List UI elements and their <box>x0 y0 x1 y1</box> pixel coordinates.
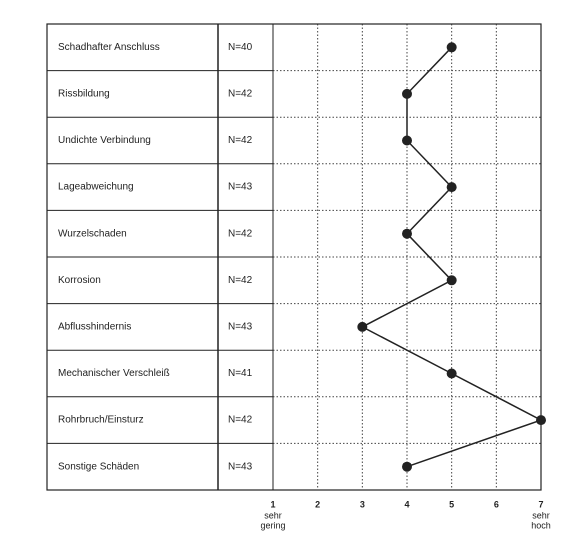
anchor-label: sehr <box>532 510 550 520</box>
category-label: Wurzelschaden <box>58 228 127 239</box>
x-tick-label: 1 <box>270 499 275 509</box>
data-point <box>446 368 457 379</box>
n-label: N=43 <box>228 182 253 193</box>
data-point <box>446 42 457 53</box>
x-tick-label: 7 <box>538 499 543 509</box>
category-label: Mechanischer Verschleiß <box>58 368 170 379</box>
anchor-label: sehr <box>264 510 282 520</box>
n-label: N=42 <box>228 135 253 146</box>
x-tick-label: 5 <box>449 499 454 509</box>
x-tick-label: 6 <box>494 499 499 509</box>
n-label: N=42 <box>228 89 253 100</box>
category-label: Korrosion <box>58 275 101 286</box>
n-label: N=43 <box>228 461 253 472</box>
n-label: N=40 <box>228 42 253 53</box>
data-point <box>446 182 457 193</box>
n-label: N=42 <box>228 275 253 286</box>
anchor-label: hoch <box>531 520 551 530</box>
x-tick-label: 2 <box>315 499 320 509</box>
data-point <box>536 415 546 426</box>
data-point <box>402 88 412 99</box>
data-point <box>402 228 412 239</box>
category-label: Rissbildung <box>58 89 110 100</box>
x-tick-label: 3 <box>360 499 365 509</box>
x-tick-label: 4 <box>404 499 409 509</box>
n-label: N=42 <box>228 415 253 426</box>
n-label: N=41 <box>228 368 253 379</box>
category-label: Schadhafter Anschluss <box>58 42 160 53</box>
data-point <box>402 461 412 472</box>
category-label: Undichte Verbindung <box>58 135 151 146</box>
category-label: Sonstige Schäden <box>58 461 139 472</box>
data-point <box>446 275 457 286</box>
n-label: N=42 <box>228 228 253 239</box>
profile-line <box>360 46 543 468</box>
frame <box>46 23 542 491</box>
data-point <box>402 135 412 146</box>
category-label: Rohrbruch/Einsturz <box>58 415 144 426</box>
category-label: Abflusshindernis <box>58 322 131 333</box>
anchor-label: gering <box>260 520 285 530</box>
data-point <box>357 321 368 332</box>
category-label: Lageabweichung <box>58 182 134 193</box>
n-label: N=43 <box>228 322 253 333</box>
